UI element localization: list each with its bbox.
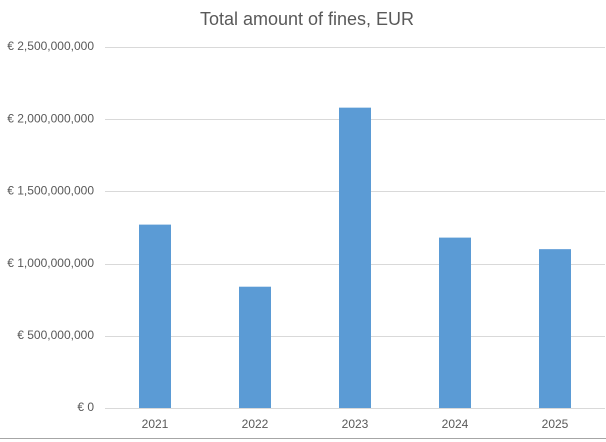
chart-title: Total amount of fines, EUR xyxy=(200,9,414,29)
y-tick-label: € 1,500,000,000 xyxy=(7,184,94,198)
y-tick-label: € 2,000,000,000 xyxy=(7,111,94,125)
bar xyxy=(539,249,571,408)
bar xyxy=(439,237,471,408)
bar xyxy=(139,224,171,408)
y-tick-label: € 500,000,000 xyxy=(17,328,94,342)
y-tick-label: € 0 xyxy=(77,400,94,414)
y-tick-label: € 2,500,000,000 xyxy=(7,39,94,53)
x-tick-label: 2022 xyxy=(242,417,269,431)
x-tick-label: 2024 xyxy=(442,417,469,431)
y-tick-label: € 1,000,000,000 xyxy=(7,256,94,270)
bar xyxy=(239,286,271,408)
x-tick-label: 2023 xyxy=(342,417,369,431)
x-tick-label: 2025 xyxy=(542,417,569,431)
x-tick-label: 2021 xyxy=(142,417,169,431)
bar xyxy=(339,107,371,408)
